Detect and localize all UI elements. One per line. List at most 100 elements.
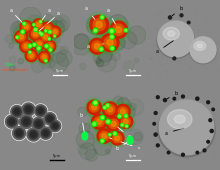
Circle shape [105,149,110,154]
Polygon shape [41,33,43,35]
Polygon shape [101,140,103,142]
Polygon shape [23,23,25,24]
Polygon shape [26,127,41,142]
Polygon shape [196,151,199,154]
Polygon shape [110,21,127,38]
Polygon shape [121,123,124,127]
Circle shape [97,53,116,72]
Circle shape [25,28,35,38]
Polygon shape [48,44,52,48]
Polygon shape [37,23,40,27]
Polygon shape [163,27,179,40]
Circle shape [103,126,108,131]
Polygon shape [105,115,122,132]
Polygon shape [32,117,45,130]
Polygon shape [92,105,97,110]
Polygon shape [94,29,97,32]
Circle shape [79,143,96,160]
Circle shape [13,22,28,37]
Polygon shape [107,105,109,107]
Polygon shape [113,131,117,136]
Circle shape [9,65,15,71]
Polygon shape [39,126,53,140]
Circle shape [97,59,104,67]
Polygon shape [18,18,35,35]
Polygon shape [49,120,61,132]
Polygon shape [125,115,127,117]
Polygon shape [41,129,50,137]
Polygon shape [104,114,124,134]
Text: (DNA): (DNA) [2,63,14,67]
Polygon shape [189,38,217,64]
Polygon shape [40,21,41,22]
Polygon shape [54,36,55,37]
Polygon shape [53,30,57,34]
Polygon shape [182,95,184,98]
Polygon shape [11,105,23,118]
Polygon shape [118,107,128,116]
Polygon shape [196,97,199,100]
Polygon shape [42,33,50,41]
Polygon shape [36,107,45,115]
Circle shape [31,60,44,73]
Polygon shape [43,112,57,126]
Polygon shape [48,116,52,121]
Polygon shape [90,103,99,112]
Polygon shape [48,37,51,40]
Polygon shape [93,101,98,106]
Polygon shape [104,107,106,108]
Circle shape [56,50,72,66]
Polygon shape [39,20,56,37]
Circle shape [40,15,57,31]
Polygon shape [100,131,109,141]
Circle shape [38,47,54,63]
Polygon shape [22,117,31,126]
Circle shape [134,132,142,141]
Polygon shape [108,133,111,136]
Polygon shape [163,98,167,102]
Text: a: a [156,41,174,54]
Polygon shape [88,13,110,36]
Polygon shape [156,144,159,147]
Polygon shape [24,25,28,29]
Polygon shape [97,119,102,124]
Text: 5µm: 5µm [129,69,137,73]
Circle shape [53,15,70,31]
Polygon shape [38,51,50,63]
Polygon shape [44,44,48,48]
Polygon shape [49,120,61,132]
Polygon shape [27,128,40,141]
Polygon shape [44,24,52,32]
Polygon shape [38,30,53,44]
Polygon shape [29,53,33,58]
Circle shape [120,104,136,120]
Polygon shape [106,119,111,124]
Polygon shape [40,21,55,36]
Text: a: a [87,43,107,49]
Polygon shape [46,42,54,50]
Circle shape [129,103,136,110]
Circle shape [119,31,137,49]
Polygon shape [24,48,39,63]
Polygon shape [31,30,40,38]
Circle shape [116,98,131,114]
Polygon shape [92,41,102,51]
Circle shape [119,116,134,131]
Circle shape [9,44,14,48]
Polygon shape [39,20,42,23]
Circle shape [119,24,124,29]
Polygon shape [36,49,52,65]
Polygon shape [169,16,172,19]
Polygon shape [27,25,45,43]
Polygon shape [27,52,35,59]
Polygon shape [42,55,46,59]
Circle shape [87,107,97,117]
Polygon shape [33,23,35,26]
Polygon shape [109,130,125,146]
Polygon shape [35,40,43,48]
Polygon shape [46,26,50,30]
Polygon shape [33,44,35,46]
Polygon shape [121,117,130,126]
Text: a: a [106,8,117,27]
Text: cence (chloroph.): cence (chloroph.) [2,68,28,72]
